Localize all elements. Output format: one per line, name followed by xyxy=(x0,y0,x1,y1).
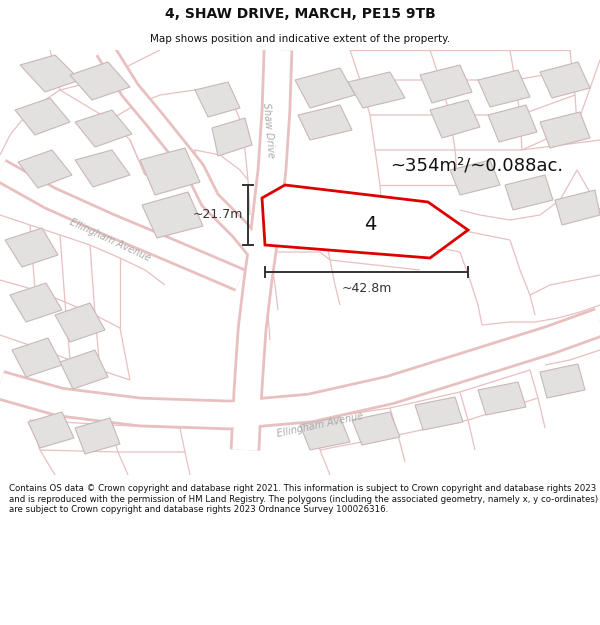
Polygon shape xyxy=(478,382,526,415)
Polygon shape xyxy=(5,228,58,267)
Polygon shape xyxy=(55,303,105,342)
Text: Shaw Drive: Shaw Drive xyxy=(260,102,275,158)
Text: Ellingham Avenue: Ellingham Avenue xyxy=(68,217,152,263)
Polygon shape xyxy=(540,112,590,148)
Polygon shape xyxy=(540,62,590,98)
Polygon shape xyxy=(15,98,70,135)
Polygon shape xyxy=(430,100,480,138)
Text: ~42.8m: ~42.8m xyxy=(341,282,392,295)
Polygon shape xyxy=(10,283,62,322)
Polygon shape xyxy=(352,412,400,445)
Polygon shape xyxy=(212,118,252,156)
Polygon shape xyxy=(348,72,405,108)
Polygon shape xyxy=(28,412,74,448)
Polygon shape xyxy=(295,68,355,108)
Polygon shape xyxy=(505,175,553,210)
Polygon shape xyxy=(300,417,350,450)
Text: Ellingham Avenue: Ellingham Avenue xyxy=(276,411,364,439)
Text: ~354m²/~0.088ac.: ~354m²/~0.088ac. xyxy=(390,156,563,174)
Polygon shape xyxy=(75,110,132,147)
Polygon shape xyxy=(195,82,240,117)
Polygon shape xyxy=(540,364,585,398)
Text: Map shows position and indicative extent of the property.: Map shows position and indicative extent… xyxy=(150,34,450,44)
Polygon shape xyxy=(420,65,472,103)
Text: Contains OS data © Crown copyright and database right 2021. This information is : Contains OS data © Crown copyright and d… xyxy=(9,484,598,514)
Polygon shape xyxy=(555,190,600,225)
Polygon shape xyxy=(415,397,463,430)
Text: ~21.7m: ~21.7m xyxy=(193,209,243,221)
Polygon shape xyxy=(18,150,72,188)
Polygon shape xyxy=(20,55,80,92)
Polygon shape xyxy=(140,148,200,195)
Text: 4, SHAW DRIVE, MARCH, PE15 9TB: 4, SHAW DRIVE, MARCH, PE15 9TB xyxy=(164,7,436,21)
Polygon shape xyxy=(488,105,537,142)
Polygon shape xyxy=(75,150,130,187)
Polygon shape xyxy=(70,62,130,100)
Polygon shape xyxy=(298,105,352,140)
Polygon shape xyxy=(262,185,468,258)
Polygon shape xyxy=(12,338,62,377)
Polygon shape xyxy=(142,192,203,238)
Polygon shape xyxy=(60,350,108,389)
Polygon shape xyxy=(75,418,120,454)
Text: 4: 4 xyxy=(364,216,376,234)
Polygon shape xyxy=(450,160,500,195)
Polygon shape xyxy=(478,70,530,107)
